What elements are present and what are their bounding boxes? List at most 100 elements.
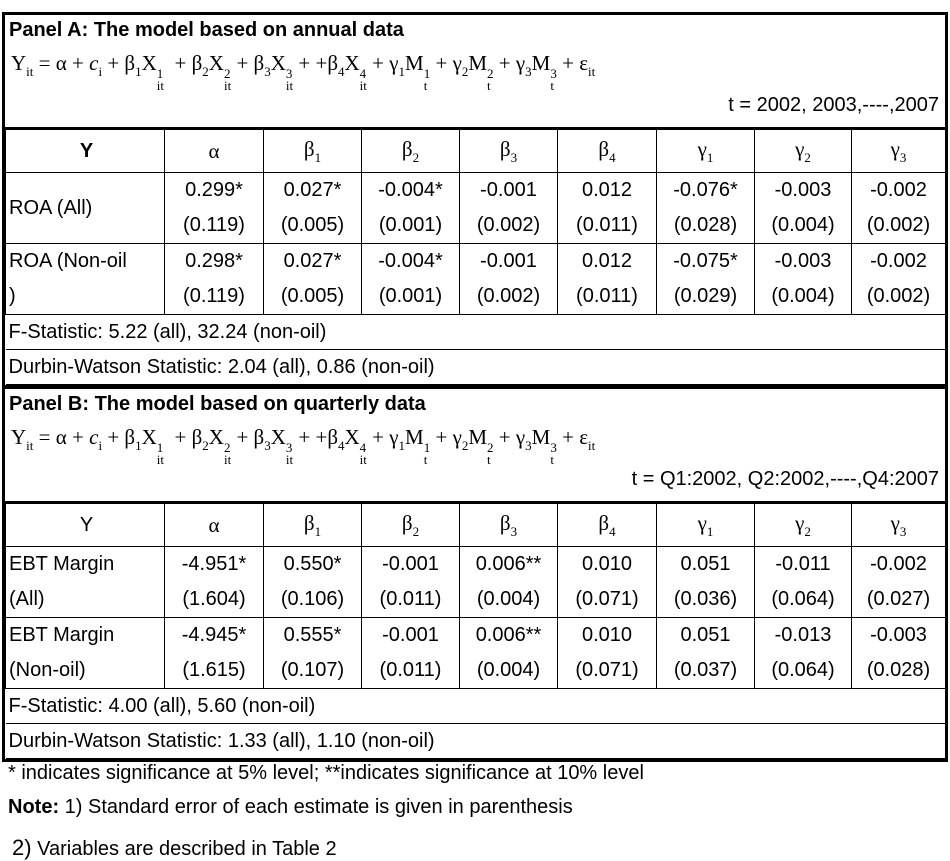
symbol: = α + <box>33 425 90 449</box>
estimate: -0.013 <box>774 624 832 646</box>
estimate-cell: -0.013 (0.064) <box>754 617 852 689</box>
estimate: -0.001 <box>382 624 439 646</box>
std-error: (0.107) <box>280 659 345 681</box>
label-line: ROA (All) <box>9 196 93 219</box>
estimate-cell: 0.006** (0.004) <box>459 546 558 618</box>
header-cell: Y <box>5 502 165 547</box>
symbol: + <box>231 51 254 75</box>
symbol: + <box>493 425 516 449</box>
subscript: it <box>223 452 232 467</box>
subscript: 3 <box>899 149 907 165</box>
subscript: 1 <box>135 64 142 79</box>
symbol: X <box>344 51 360 75</box>
estimate: 0.006** <box>475 553 542 575</box>
estimate: -0.001 <box>480 179 537 201</box>
estimate: 0.555* <box>283 624 342 646</box>
symbol: β <box>401 510 413 535</box>
statistic: F-Statistic: 4.00 (all), 5.60 (non-oil) <box>5 688 946 724</box>
estimate: -0.001 <box>382 553 439 575</box>
estimate: 0.051 <box>680 624 731 646</box>
symbol: + <box>430 51 453 75</box>
label-line: ) <box>9 285 16 307</box>
superscript: 1 <box>423 66 431 81</box>
estimate-cell: 0.298* (0.119) <box>164 243 264 315</box>
std-error: (0.011) <box>576 214 638 236</box>
stat-row: F-Statistic: 4.00 (all), 5.60 (non-oil) <box>5 688 946 724</box>
estimate: 0.550* <box>283 553 342 575</box>
estimate-cell: -0.002 (0.002) <box>851 172 946 244</box>
std-error: (0.028) <box>866 659 931 681</box>
subscript: 1 <box>135 438 142 453</box>
scripts: 3 it <box>286 67 293 92</box>
equation: Yit = α + ci + β1X 1 it + β2X 2 it + β3X 3 it … <box>5 419 945 466</box>
symbol: β <box>499 136 511 161</box>
panel-title: Panel B: The model based on quarterly da… <box>9 393 426 415</box>
std-error: (0.029) <box>673 285 738 307</box>
estimate-cell: 0.012 (0.011) <box>557 243 657 315</box>
subscript: 2 <box>412 149 420 165</box>
estimate: -4.945* <box>181 624 247 646</box>
symbol: X <box>208 51 224 75</box>
scripts: 2 it <box>223 66 231 92</box>
std-error: (0.036) <box>673 588 738 610</box>
std-error: (0.119) <box>183 285 245 307</box>
symbol: β <box>499 510 511 535</box>
panel: Panel B: The model based on quarterly da… <box>5 385 946 759</box>
period: t = Q1:2002, Q2:2002,----,Q4:2007 <box>631 468 939 490</box>
subscript: t <box>550 452 554 467</box>
symbol: X <box>270 425 286 449</box>
estimate: -0.011 <box>775 553 831 575</box>
subscript: it <box>359 78 367 93</box>
panel: Panel A: The model based on annual data Y… <box>5 15 946 385</box>
subscript: 2 <box>461 438 469 453</box>
symbol: β <box>253 51 265 75</box>
subscript: 2 <box>461 64 469 79</box>
estimate: -0.076* <box>673 179 738 201</box>
header-cell: γ3 <box>851 128 946 173</box>
superscript: 4 <box>359 66 367 81</box>
estimate-cell: -0.001 (0.011) <box>361 546 460 618</box>
scripts: 3 it <box>286 441 293 466</box>
symbol: β <box>327 425 338 449</box>
symbol: α <box>208 512 220 537</box>
estimate: -0.002 <box>870 250 927 272</box>
estimate-cell: -0.011 (0.064) <box>754 546 852 618</box>
note-number: 2) <box>12 835 32 860</box>
symbol: X <box>141 425 157 449</box>
subscript: it <box>588 64 596 79</box>
estimate: 0.027* <box>283 179 342 201</box>
symbol: γ <box>389 425 399 449</box>
estimate: 0.012 <box>581 179 633 201</box>
estimate: 0.299* <box>185 179 243 201</box>
superscript: 2 <box>223 66 231 81</box>
symbol: γ <box>795 510 805 535</box>
estimate: -0.001 <box>480 250 537 272</box>
subscript: 1 <box>706 149 714 165</box>
symbol: M <box>531 425 551 449</box>
scripts: 2 it <box>223 441 232 467</box>
significance-note: * indicates significance at 5% level; **… <box>8 762 644 784</box>
symbol: M <box>468 425 488 449</box>
header-cell: β4 <box>557 128 657 173</box>
symbol: β <box>598 136 610 161</box>
estimate-cell: 0.051 (0.036) <box>656 546 755 618</box>
subscript: 1 <box>314 523 322 539</box>
data-row: ROA (All) 0.299* (0.119) 0.027* (0.005) -0.00… <box>5 172 946 244</box>
std-error: (1.615) <box>182 659 246 681</box>
estimate-cell: 0.027* (0.005) <box>263 243 362 315</box>
symbol: + <box>493 51 516 75</box>
std-error: (0.028) <box>673 214 738 236</box>
estimate-cell: 0.550* (0.106) <box>263 546 362 618</box>
symbol: X <box>141 51 157 75</box>
subscript: 2 <box>202 64 209 79</box>
subscript: 3 <box>510 149 518 165</box>
symbol: + <box>430 425 453 449</box>
estimate-cell: -0.001 (0.002) <box>459 243 558 315</box>
subscript: it <box>26 64 34 79</box>
superscript: 1 <box>423 440 431 455</box>
symbol: β <box>191 51 203 75</box>
symbol: + <box>231 425 254 449</box>
std-error: (0.106) <box>280 588 345 610</box>
